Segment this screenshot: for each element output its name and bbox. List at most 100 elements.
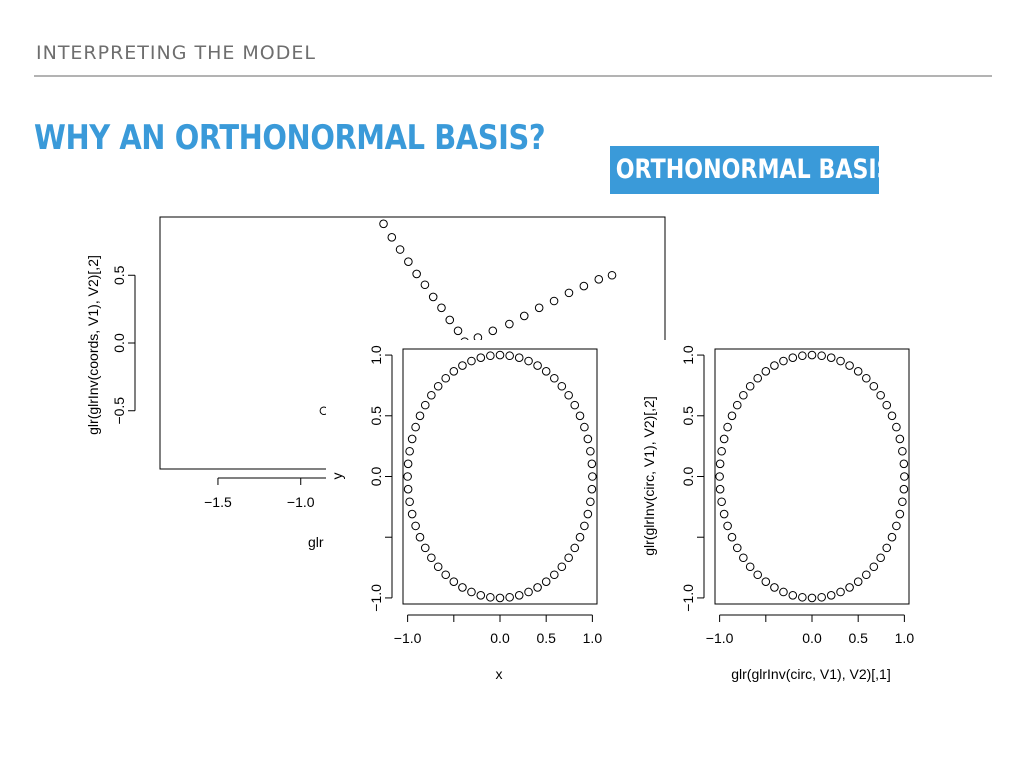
data-point — [882, 543, 892, 553]
x-tick-label: 0.5 — [848, 630, 868, 646]
data-point — [420, 543, 430, 553]
data-point — [557, 562, 567, 572]
data-point — [488, 326, 498, 336]
x-tick-label: −1.5 — [204, 494, 232, 510]
data-point — [575, 532, 585, 542]
data-point — [895, 509, 905, 519]
data-point — [570, 400, 580, 410]
data-point — [449, 367, 459, 376]
data-point — [387, 233, 397, 242]
x-tick-label: 1.0 — [583, 630, 603, 646]
data-point — [550, 570, 559, 580]
data-point — [739, 390, 748, 400]
data-point — [514, 590, 524, 600]
x-tick-label: 1.0 — [895, 630, 915, 646]
data-point — [723, 521, 732, 531]
data-point — [862, 373, 871, 383]
data-point — [753, 570, 762, 580]
data-point — [564, 288, 574, 298]
data-point — [779, 587, 788, 597]
data-point — [745, 381, 755, 391]
data-point — [836, 356, 845, 366]
data-point — [486, 351, 495, 361]
data-point — [895, 434, 905, 444]
data-point — [719, 509, 729, 519]
data-point — [415, 411, 425, 421]
plot-frame — [714, 348, 910, 605]
x-tick-label: 0.0 — [490, 630, 510, 646]
data-point — [717, 446, 726, 456]
data-point — [727, 532, 737, 542]
data-point — [853, 367, 863, 376]
data-point — [427, 553, 436, 563]
data-point — [486, 592, 495, 602]
data-point — [719, 434, 729, 444]
y-axis-label: glr(glrInv(circ, V1), V2)[,2] — [641, 396, 657, 555]
data-point — [869, 562, 879, 572]
data-point — [476, 590, 486, 600]
data-point — [715, 459, 725, 469]
y-axis-label: glr(glrInv(coords, V1), V2)[,2] — [85, 255, 101, 435]
data-point — [403, 472, 412, 481]
data-point — [586, 446, 595, 456]
data-point — [898, 446, 907, 456]
data-point — [583, 509, 593, 519]
data-point — [458, 361, 467, 370]
y-axis-label: y — [329, 473, 345, 480]
data-point — [427, 390, 436, 400]
data-point — [607, 270, 617, 280]
y-tick-label: 1.0 — [368, 345, 384, 365]
data-point — [395, 245, 405, 254]
data-point — [449, 577, 459, 586]
data-point — [586, 497, 595, 507]
data-point — [715, 472, 724, 481]
data-point — [882, 400, 892, 410]
data-point — [549, 296, 559, 306]
y-tick-label: −1.0 — [368, 584, 384, 612]
y-tick-label: 0.5 — [680, 406, 696, 426]
data-point — [575, 411, 585, 421]
y-tick-label: 0.0 — [680, 467, 696, 487]
section-label: INTERPRETING THE MODEL — [36, 42, 316, 64]
data-point — [761, 367, 771, 376]
data-point — [467, 356, 476, 366]
data-point — [411, 422, 420, 432]
data-point — [564, 553, 573, 563]
data-point — [817, 351, 826, 361]
y-tick-label: −1.0 — [680, 584, 696, 612]
data-point — [403, 484, 413, 494]
data-point — [798, 351, 807, 361]
data-point — [900, 472, 909, 481]
x-tick-label: 0.5 — [536, 630, 556, 646]
data-point — [579, 281, 589, 291]
data-point — [441, 373, 450, 383]
y-tick-label: −0.5 — [111, 397, 127, 425]
data-point — [437, 303, 446, 313]
data-point — [807, 350, 817, 360]
data-point — [476, 353, 486, 363]
data-point — [826, 590, 836, 600]
data-point — [798, 592, 807, 602]
data-point — [892, 422, 901, 432]
data-point — [826, 353, 836, 363]
orthonormal-basis-badge: ORTHONORMAL BASIS — [610, 146, 879, 194]
data-point — [717, 497, 726, 507]
data-point — [405, 446, 414, 456]
y-tick-label: 1.0 — [680, 345, 696, 365]
data-point — [853, 577, 863, 586]
x-axis-label: glr(glrInv(circ, V1), V2)[,1] — [731, 666, 890, 682]
data-point — [564, 390, 573, 400]
data-point — [404, 257, 413, 267]
y-tick-label: 0.0 — [111, 333, 127, 353]
data-point — [433, 381, 443, 391]
data-point — [583, 434, 593, 444]
y-tick-label: 0.0 — [368, 467, 384, 487]
data-point — [519, 311, 529, 321]
data-point — [407, 434, 417, 444]
data-point — [580, 422, 589, 432]
data-point — [745, 562, 755, 572]
data-point — [753, 373, 762, 383]
